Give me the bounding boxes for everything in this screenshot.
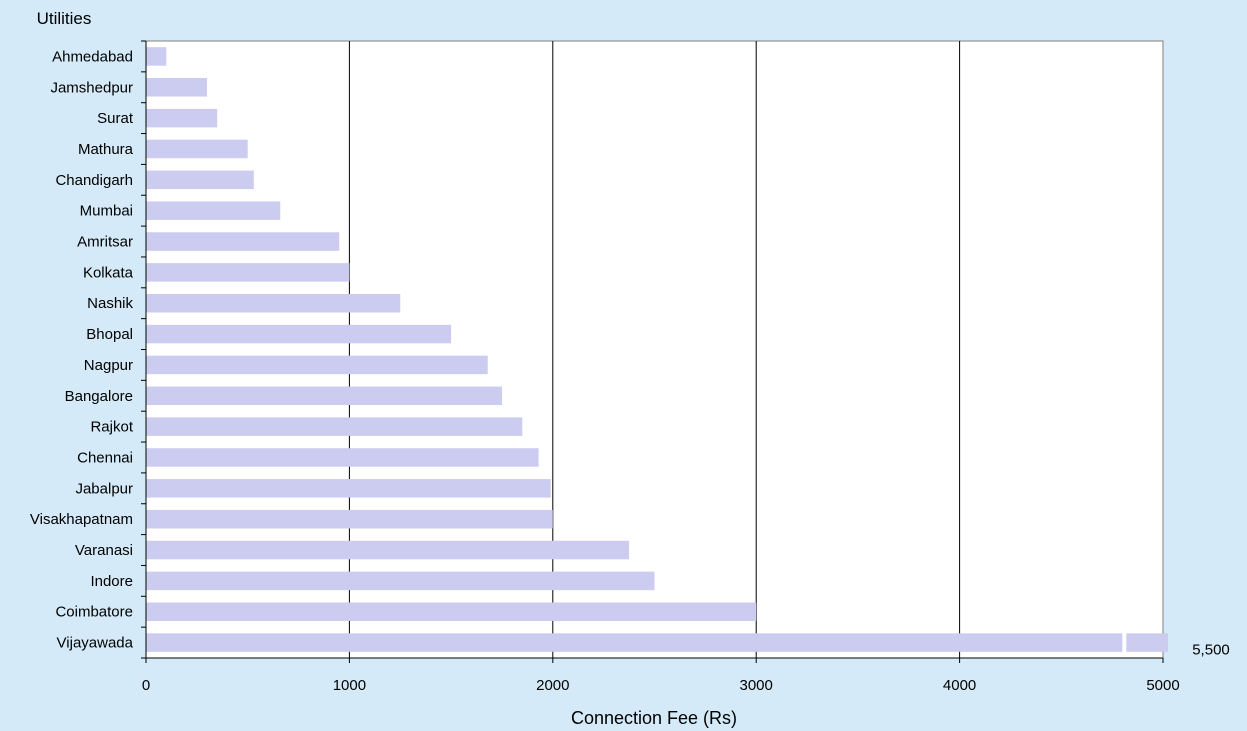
bar xyxy=(146,78,208,97)
y-tick-label: Chandigarh xyxy=(55,172,133,189)
bar xyxy=(146,602,757,621)
y-tick-label: Mumbai xyxy=(80,203,133,220)
y-tick-label: Chennai xyxy=(77,449,133,466)
y-tick-label: Surat xyxy=(97,110,134,127)
y-tick-label: Jamshedpur xyxy=(50,79,133,96)
axis-break-label: 5,500 xyxy=(1192,642,1230,659)
y-tick-label: Coimbatore xyxy=(55,604,133,621)
y-tick-label: Kolkata xyxy=(83,264,134,281)
y-tick-label: Varanasi xyxy=(75,542,133,559)
x-tick-label: 0 xyxy=(142,677,150,694)
y-tick-label: Bhopal xyxy=(86,326,133,343)
x-tick-label: 5000 xyxy=(1146,677,1179,694)
y-tick-label: Ahmedabad xyxy=(52,48,133,65)
bar xyxy=(146,170,254,190)
plot-area xyxy=(145,40,1164,659)
y-tick-label: Indore xyxy=(90,573,133,590)
y-tick-label: Nashik xyxy=(87,295,133,312)
bar xyxy=(146,108,218,128)
y-tick-label: Rajkot xyxy=(90,419,133,436)
bar xyxy=(146,47,167,66)
bar xyxy=(146,232,340,251)
bar xyxy=(146,571,655,591)
y-tick-label: Vijayawada xyxy=(57,635,134,652)
bar xyxy=(146,633,1168,652)
y-tick-label: Nagpur xyxy=(84,357,133,374)
bar xyxy=(146,540,630,560)
bar xyxy=(146,263,350,282)
x-axis-title: Connection Fee (Rs) xyxy=(571,708,737,728)
y-tick-label: Amritsar xyxy=(77,234,133,251)
x-tick-label: 4000 xyxy=(943,677,976,694)
y-tick-label: Bangalore xyxy=(65,388,133,405)
bar xyxy=(146,139,248,159)
bars xyxy=(146,47,1168,653)
x-tick-label: 2000 xyxy=(536,677,569,694)
y-tick-label: Mathura xyxy=(78,141,134,158)
x-tick-label: 3000 xyxy=(740,677,773,694)
y-tick-label: Visakhapatnam xyxy=(30,511,133,528)
bar xyxy=(146,479,551,498)
bar xyxy=(146,509,553,529)
bar xyxy=(146,324,452,344)
bar xyxy=(146,417,523,436)
bar xyxy=(146,448,539,467)
x-axis: 0 1000 2000 3000 4000 5000 xyxy=(142,657,1180,694)
x-tick-label: 1000 xyxy=(333,677,366,694)
bar xyxy=(146,355,488,375)
bar xyxy=(146,201,281,220)
bar-break-gap xyxy=(1122,632,1127,653)
bar xyxy=(146,293,401,313)
y-axis-title: Utilities xyxy=(37,9,92,28)
bar xyxy=(146,386,502,406)
y-axis: Ahmedabad Jamshedpur Surat Mathura Chandigar… xyxy=(30,40,147,659)
y-tick-label: Jabalpur xyxy=(75,480,133,497)
